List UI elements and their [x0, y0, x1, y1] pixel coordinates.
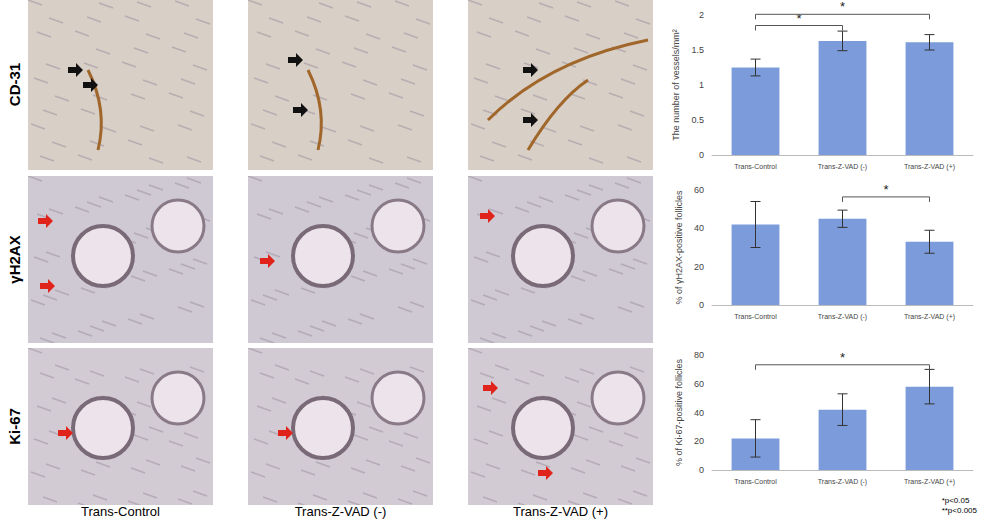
svg-text:80: 80 [694, 350, 704, 360]
svg-text:Trans-Z-VAD (-): Trans-Z-VAD (-) [818, 163, 867, 171]
svg-text:60: 60 [694, 379, 704, 389]
html-text:Ki-67: Ki-67 [5, 407, 23, 445]
html-text:Trans-Z-VAD (-): Trans-Z-VAD (-) [294, 504, 387, 519]
svg-text:0: 0 [699, 465, 704, 475]
svg-text:0: 0 [699, 150, 704, 160]
html-text:Trans-Control: Trans-Control [81, 504, 160, 519]
svg-text:Trans-Control: Trans-Control [734, 163, 777, 170]
svg-text:0.5: 0.5 [691, 115, 704, 125]
svg-text:Trans-Z-VAD (+): Trans-Z-VAD (+) [904, 478, 955, 486]
svg-text:*: * [840, 350, 845, 365]
svg-text:*: * [883, 182, 888, 197]
svg-text:Trans-Control: Trans-Control [734, 313, 777, 320]
svg-text:20: 20 [694, 436, 704, 446]
svg-text:20: 20 [694, 262, 704, 272]
svg-text:Trans-Z-VAD (-): Trans-Z-VAD (-) [818, 313, 867, 321]
svg-text:0: 0 [699, 300, 704, 310]
svg-text:% of Ki-67-positive follicles: % of Ki-67-positive follicles [674, 358, 684, 466]
svg-text:Trans-Z-VAD (+): Trans-Z-VAD (+) [904, 313, 955, 321]
html-text:**p<0.005: **p<0.005 [941, 506, 977, 515]
svg-text:40: 40 [694, 408, 704, 418]
svg-text:*: * [796, 11, 801, 26]
html-text:CD-31: CD-31 [5, 62, 23, 107]
svg-text:% of γH2AX-positive follicles: % of γH2AX-positive follicles [674, 190, 684, 305]
svg-text:*: * [840, 0, 845, 14]
svg-text:2: 2 [699, 10, 704, 20]
svg-text:Trans-Z-VAD (+): Trans-Z-VAD (+) [904, 163, 955, 171]
svg-text:The number of vessels/mm²: The number of vessels/mm² [671, 29, 681, 141]
svg-text:40: 40 [694, 223, 704, 233]
svg-text:60: 60 [694, 185, 704, 195]
svg-text:Trans-Z-VAD (-): Trans-Z-VAD (-) [818, 478, 867, 486]
html-text:Trans-Z-VAD (+): Trans-Z-VAD (+) [513, 504, 608, 519]
html-text:*p<0.05: *p<0.05 [941, 496, 970, 505]
svg-text:1.5: 1.5 [691, 45, 704, 55]
svg-text:1: 1 [699, 80, 704, 90]
html-text:γH2AX: γH2AX [5, 234, 23, 284]
svg-text:Trans-Control: Trans-Control [734, 478, 777, 485]
